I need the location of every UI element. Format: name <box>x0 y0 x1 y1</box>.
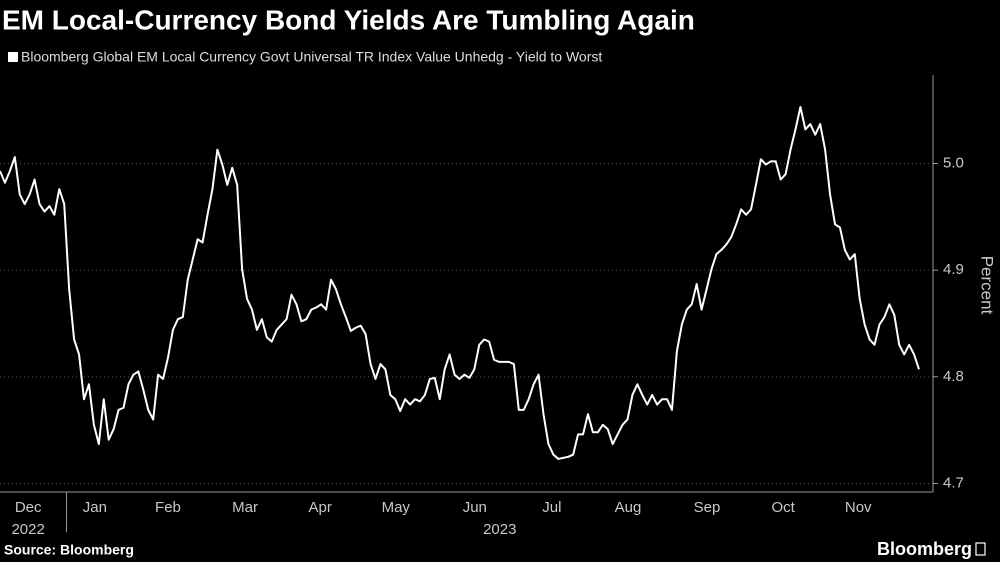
year-label: 2022 <box>11 521 44 538</box>
y-tick-label: 4.9 <box>943 261 964 278</box>
brand: Bloomberg <box>877 539 972 559</box>
x-tick-label: Nov <box>845 499 872 516</box>
chart-title: EM Local-Currency Bond Yields Are Tumbli… <box>2 4 695 35</box>
x-tick-label: Oct <box>771 499 795 516</box>
x-tick-label: May <box>382 499 411 516</box>
x-tick-label: Jul <box>542 499 561 516</box>
y-axis-label: Percent <box>978 256 997 315</box>
year-label: 2023 <box>483 521 516 538</box>
y-tick-label: 4.8 <box>943 368 964 385</box>
x-tick-label: Mar <box>232 499 258 516</box>
brand-icon <box>975 542 986 556</box>
source: Source: Bloomberg <box>4 542 134 558</box>
x-tick-label: Aug <box>615 499 642 516</box>
x-tick-label: Jun <box>463 499 487 516</box>
legend-label: Bloomberg Global EM Local Currency Govt … <box>21 49 602 65</box>
line <box>0 105 920 460</box>
x-tick-label: Dec <box>15 499 42 516</box>
y-tick-label: 5.0 <box>943 154 964 171</box>
x-tick-label: Jan <box>83 499 107 516</box>
legend-swatch <box>8 52 18 62</box>
x-tick-label: Apr <box>308 499 331 516</box>
x-tick-label: Feb <box>155 499 181 516</box>
x-tick-label: Sep <box>694 499 721 516</box>
y-tick-label: 4.7 <box>943 474 964 491</box>
